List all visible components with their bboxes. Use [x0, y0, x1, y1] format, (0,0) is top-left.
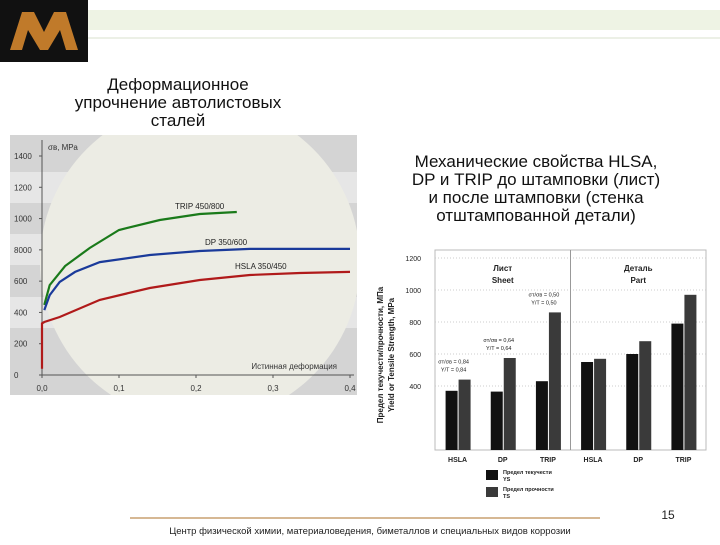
- annotation: σт/σв = 0,84: [438, 360, 469, 366]
- legend-abbr: TS: [503, 494, 510, 500]
- bar: [458, 379, 471, 450]
- x-tick-label: HSLA: [448, 457, 467, 464]
- legend-label: Предел текучести: [503, 470, 552, 476]
- bar: [548, 312, 561, 450]
- line: [43, 247, 350, 311]
- annotation: Y/T = 0,84: [441, 368, 466, 374]
- bar: [581, 362, 594, 450]
- x-tick-label: HSLA: [584, 457, 603, 464]
- bar: [639, 341, 652, 450]
- group-label: Part: [630, 276, 646, 285]
- legend-abbr: YS: [503, 477, 511, 483]
- legend-label: Предел прочности: [503, 487, 554, 493]
- logo-mark: [10, 12, 78, 50]
- bar: [594, 358, 607, 450]
- logo: [0, 0, 88, 62]
- slide-title: Деформационное: [107, 75, 248, 94]
- bar: [503, 358, 516, 450]
- y-tick-label: 400: [14, 308, 28, 317]
- slide-subtitle: Механические свойства HLSA,: [415, 152, 658, 171]
- series-label: TRIP 450/800: [175, 202, 225, 211]
- x-tick-label: DP: [633, 457, 643, 464]
- page-number: 15: [661, 508, 675, 522]
- line: [40, 270, 351, 369]
- slide-subtitle: и после штамповки (стенка: [428, 188, 644, 207]
- y-axis-label: Предел текучести/прочности, МПа: [376, 286, 385, 423]
- slide-title: упрочнение автолистовых: [75, 93, 282, 112]
- group-label: Деталь: [624, 264, 653, 273]
- y-tick-label: 0: [14, 371, 19, 380]
- y-tick-label: 1200: [405, 256, 421, 263]
- bar: [490, 391, 503, 450]
- annotation: Y/T = 0,64: [486, 346, 511, 352]
- y-tick-label: 600: [409, 352, 421, 359]
- footer: Центр физической химии, материаловедения…: [169, 526, 571, 537]
- bar: [445, 390, 458, 450]
- header-band: [88, 10, 720, 30]
- x-axis-label: Истинная деформация: [251, 362, 337, 371]
- group-label: Sheet: [492, 276, 514, 285]
- x-tick-label: DP: [498, 457, 508, 464]
- slide-subtitle: DP и TRIP до штамповки (лист): [412, 170, 660, 189]
- y-tick-label: 800: [409, 320, 421, 327]
- y-tick-label: 600: [14, 277, 28, 286]
- x-tick-label: 0,1: [113, 384, 125, 393]
- annotation: Y/T = 0,50: [531, 300, 556, 306]
- bar: [684, 294, 697, 450]
- x-tick-label: 0,0: [36, 384, 48, 393]
- bar: [626, 354, 639, 450]
- annotation: σт/σв = 0,50: [529, 292, 560, 298]
- y-tick-label: 1000: [405, 288, 421, 295]
- legend-swatch: [486, 487, 498, 497]
- y-tick-label: 200: [14, 340, 28, 349]
- group-label: Лист: [493, 264, 512, 273]
- series-label: DP 350/600: [205, 238, 248, 247]
- annotation: σт/σв = 0,64: [483, 338, 514, 344]
- slide-subtitle: отштампованной детали): [436, 206, 636, 225]
- y-tick-label: 1200: [14, 183, 32, 192]
- y-tick-label: 400: [409, 384, 421, 391]
- y-axis-label: Yield or Tensile Strength, MPa: [387, 297, 396, 412]
- x-tick-label: 0,2: [190, 384, 202, 393]
- x-tick-label: TRIP: [675, 457, 691, 464]
- slide-title: сталей: [151, 111, 205, 130]
- line: [43, 210, 237, 306]
- x-tick-label: 0,4: [344, 384, 356, 393]
- y-tick-label: 8000: [14, 246, 32, 255]
- y-tick-label: 1400: [14, 152, 32, 161]
- bar: [535, 381, 548, 450]
- series-label: HSLA 350/450: [235, 262, 287, 271]
- x-tick-label: 0,3: [267, 384, 279, 393]
- y-axis-label: σв, МРа: [48, 143, 78, 152]
- y-tick-label: 1000: [14, 215, 32, 224]
- x-tick-label: TRIP: [540, 457, 556, 464]
- legend-swatch: [486, 470, 498, 480]
- bar: [671, 323, 684, 450]
